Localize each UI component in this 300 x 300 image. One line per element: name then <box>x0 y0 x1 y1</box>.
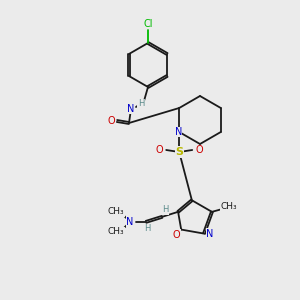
Text: CH₃: CH₃ <box>220 202 237 211</box>
Text: N: N <box>175 127 182 137</box>
Text: N: N <box>126 217 134 227</box>
Text: O: O <box>155 145 163 155</box>
Text: CH₃: CH₃ <box>108 207 124 216</box>
Text: S: S <box>175 147 183 157</box>
Text: CH₃: CH₃ <box>108 227 124 236</box>
Text: H: H <box>162 205 168 214</box>
Text: N: N <box>206 229 214 238</box>
Text: O: O <box>195 145 203 155</box>
Text: H: H <box>144 224 150 233</box>
Text: O: O <box>172 230 180 240</box>
Text: N: N <box>127 104 135 114</box>
Text: O: O <box>107 116 115 126</box>
Text: Cl: Cl <box>143 19 153 29</box>
Text: H: H <box>138 100 144 109</box>
